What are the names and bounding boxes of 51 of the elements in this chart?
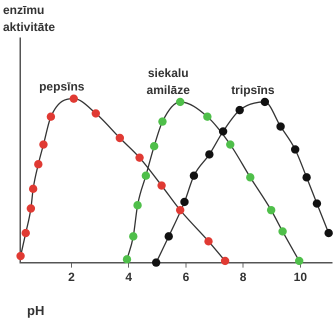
point	[70, 94, 78, 103]
x-axis-title: pH	[27, 303, 44, 318]
point	[218, 127, 228, 136]
point	[158, 117, 167, 126]
point	[220, 256, 230, 266]
point	[176, 98, 184, 106]
point	[294, 256, 304, 266]
point	[142, 172, 150, 180]
point	[204, 237, 213, 246]
point	[122, 255, 132, 264]
text: enzīmu aktivitāte	[3, 2, 56, 36]
point	[235, 106, 244, 114]
series-label: pepsīns	[39, 80, 85, 94]
point	[205, 150, 214, 159]
x-tick-label: 4	[125, 270, 132, 284]
point	[266, 206, 276, 214]
point	[26, 204, 36, 213]
point	[133, 201, 142, 210]
point	[226, 140, 234, 149]
point	[16, 252, 25, 260]
x-tick-label: 2	[68, 270, 76, 284]
point	[152, 258, 160, 267]
point	[116, 134, 124, 142]
point	[157, 181, 166, 190]
x-tick-label: 6	[182, 270, 190, 284]
point	[92, 109, 100, 118]
point	[39, 140, 48, 149]
point	[203, 112, 212, 121]
series-label: siekalu amilāze	[146, 66, 190, 97]
point	[260, 98, 270, 106]
point	[135, 153, 144, 162]
point	[150, 142, 158, 150]
point	[180, 198, 189, 206]
point	[276, 122, 285, 131]
point	[324, 228, 333, 238]
point	[28, 184, 38, 194]
point	[46, 112, 56, 121]
x-tick-label: 10	[294, 270, 308, 284]
point	[34, 160, 43, 168]
point	[302, 173, 311, 182]
x-tick-label: 8	[240, 270, 247, 284]
point	[164, 232, 173, 241]
point	[278, 227, 287, 236]
point	[129, 232, 138, 241]
point	[190, 172, 198, 180]
point	[312, 199, 322, 208]
series-label: tripsīns	[231, 82, 275, 97]
point	[290, 145, 300, 154]
point	[246, 173, 254, 182]
point	[176, 206, 184, 214]
point	[22, 228, 30, 238]
